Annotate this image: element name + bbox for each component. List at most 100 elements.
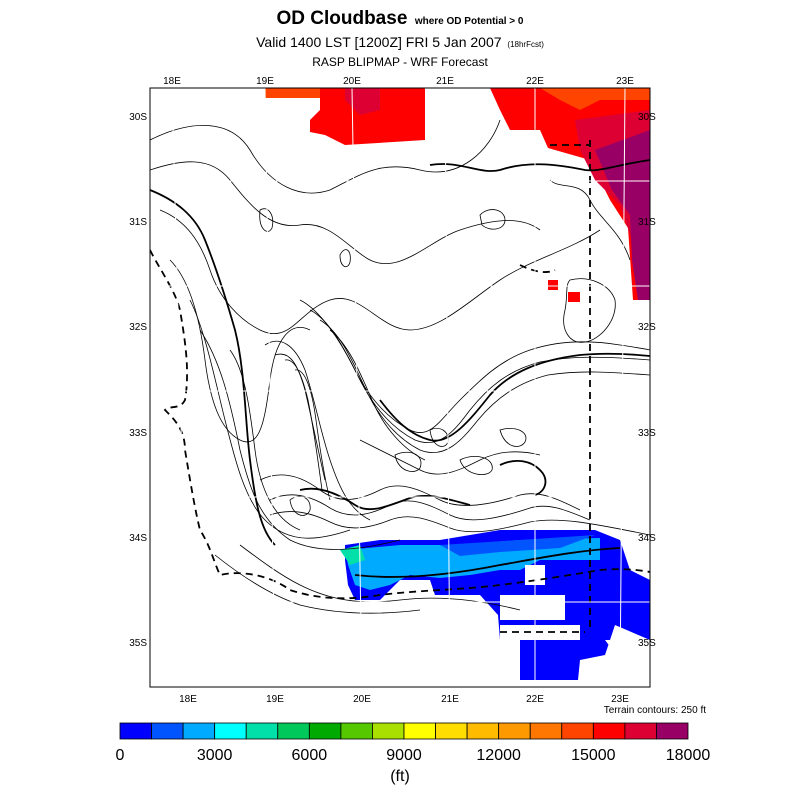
terrain-contour bbox=[150, 161, 541, 265]
terrain-contour bbox=[479, 209, 506, 230]
lon-bottom-label-23e: 23E bbox=[611, 694, 629, 705]
legend-swatch bbox=[435, 722, 468, 740]
lon-top-label-23e: 23E bbox=[616, 76, 634, 87]
lat-right-label-33s: 33S bbox=[638, 428, 656, 439]
terrain-contour bbox=[319, 319, 650, 453]
legend-swatch bbox=[214, 722, 247, 740]
color-legend: 0 3000 6000 9000 12000 15000 18000 bbox=[116, 722, 711, 764]
terrain-contour bbox=[259, 208, 274, 232]
legend-swatch bbox=[119, 722, 152, 740]
coastline-segment bbox=[519, 264, 556, 273]
forecast-hour: (18hrFcst) bbox=[507, 40, 544, 49]
legend-swatch bbox=[624, 722, 657, 740]
valid-time-text: Valid 1400 LST [1200Z] FRI 5 Jan 2007 bbox=[256, 34, 502, 50]
terrain-contour bbox=[499, 427, 527, 447]
terrain-contour bbox=[563, 278, 616, 343]
cloudbase-blue2-south bbox=[440, 535, 595, 556]
legend-label: 6000 bbox=[292, 747, 328, 764]
lat-right-label-31s: 31S bbox=[638, 217, 656, 228]
valid-time: Valid 1400 LST [1200Z] FRI 5 Jan 2007 (1… bbox=[0, 34, 800, 50]
legend-swatch bbox=[372, 722, 405, 740]
terrain-contour bbox=[159, 209, 601, 335]
lat-left-label-31s: 31S bbox=[129, 217, 147, 228]
lat-left-label-33s: 33S bbox=[129, 428, 147, 439]
legend-label: 12000 bbox=[476, 747, 521, 764]
graticule bbox=[150, 88, 650, 687]
terrain-contour-major bbox=[429, 159, 650, 172]
legend-unit: (ft) bbox=[390, 768, 410, 785]
legend-swatch bbox=[277, 722, 310, 740]
terrain-contour bbox=[294, 369, 331, 501]
cloudbase-peak-east bbox=[630, 215, 650, 300]
lon-bottom-label-18e: 18E bbox=[179, 694, 197, 705]
terrain-contour-note: Terrain contours: 250 ft bbox=[603, 705, 706, 716]
terrain-contour bbox=[229, 349, 301, 531]
lat-right-label-32s: 32S bbox=[638, 322, 656, 333]
legend-label: 15000 bbox=[571, 747, 616, 764]
source-label: RASP BLIPMAP - WRF Forecast bbox=[312, 55, 488, 69]
cloudbase-peak-ne bbox=[595, 130, 650, 215]
cloudbase-crimson-north bbox=[345, 88, 380, 115]
legend-swatch bbox=[498, 722, 531, 740]
terrain-contour bbox=[269, 511, 650, 536]
map-area bbox=[150, 88, 650, 687]
title-main: OD Cloudbase bbox=[276, 8, 408, 29]
title-subtitle: where OD Potential > 0 bbox=[414, 16, 524, 27]
no-cloudbase-hole-4 bbox=[605, 640, 650, 687]
map-frame bbox=[149, 87, 651, 688]
legend-labels: 0 3000 6000 9000 12000 15000 18000 bbox=[116, 747, 711, 764]
legend-swatch bbox=[245, 722, 279, 740]
graticule-meridian bbox=[444, 88, 451, 687]
legend-swatch bbox=[340, 722, 373, 740]
lat-right-label-30s: 30S bbox=[638, 112, 656, 123]
lon-top-label-21e: 21E bbox=[436, 76, 454, 87]
legend-swatch bbox=[656, 722, 689, 740]
cloudbase-high-north bbox=[265, 88, 425, 145]
legend-swatch bbox=[592, 722, 626, 740]
terrain-contours-major bbox=[150, 159, 650, 578]
legend-label: 18000 bbox=[666, 747, 711, 764]
graticule-meridian bbox=[351, 88, 363, 687]
legend-swatch bbox=[529, 722, 563, 740]
terrain-contour-major bbox=[499, 459, 547, 496]
coastline bbox=[150, 140, 650, 633]
terrain-contour bbox=[289, 496, 311, 516]
legend-label: 3000 bbox=[197, 747, 233, 764]
lon-top-label-19e: 19E bbox=[256, 76, 274, 87]
legend-swatches bbox=[119, 722, 689, 740]
legend-swatch bbox=[308, 722, 342, 740]
graticule-meridian bbox=[264, 88, 276, 687]
cloudbase-orange-ne bbox=[540, 88, 650, 110]
no-cloudbase-hole bbox=[500, 595, 565, 620]
lat-right-label-35s: 35S bbox=[638, 638, 656, 649]
lon-top-label-18e: 18E bbox=[163, 76, 181, 87]
lon-labels-bottom: 18E 19E 20E 21E 22E 23E bbox=[179, 694, 629, 705]
terrain-contour bbox=[150, 119, 501, 194]
terrain-contour-major bbox=[379, 352, 650, 442]
lat-left-label-35s: 35S bbox=[129, 638, 147, 649]
terrain-contour-major bbox=[150, 189, 276, 546]
terrain-contour bbox=[214, 554, 421, 614]
terrain-contour bbox=[359, 439, 541, 475]
lat-left-label-34s: 34S bbox=[129, 533, 147, 544]
graticule-meridian bbox=[171, 88, 189, 687]
legend-swatch bbox=[151, 722, 184, 740]
lat-labels-right: 30S 31S 32S 33S 34S 35S bbox=[638, 112, 656, 649]
terrain-contour bbox=[394, 451, 422, 472]
cloudbase-cell-isolated-2 bbox=[568, 292, 580, 302]
terrain-contour bbox=[459, 456, 493, 475]
cloudbase-cell-isolated bbox=[548, 280, 558, 290]
lat-left-label-32s: 32S bbox=[129, 322, 147, 333]
terrain-contour bbox=[269, 494, 591, 521]
coastline-path bbox=[150, 249, 650, 600]
legend-label: 0 bbox=[116, 747, 125, 764]
lon-top-label-22e: 22E bbox=[526, 76, 544, 87]
legend-label: 9000 bbox=[386, 747, 422, 764]
lon-bottom-label-19e: 19E bbox=[266, 694, 284, 705]
lon-bottom-label-21e: 21E bbox=[441, 694, 459, 705]
lat-left-label-30s: 30S bbox=[129, 112, 147, 123]
legend-swatch bbox=[182, 722, 216, 740]
terrain-contour bbox=[259, 474, 581, 511]
terrain-contour bbox=[339, 249, 351, 268]
